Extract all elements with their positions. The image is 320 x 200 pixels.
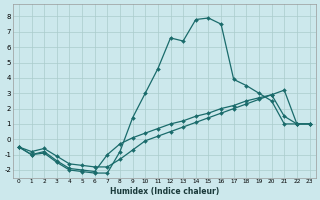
X-axis label: Humidex (Indice chaleur): Humidex (Indice chaleur) <box>109 187 219 196</box>
